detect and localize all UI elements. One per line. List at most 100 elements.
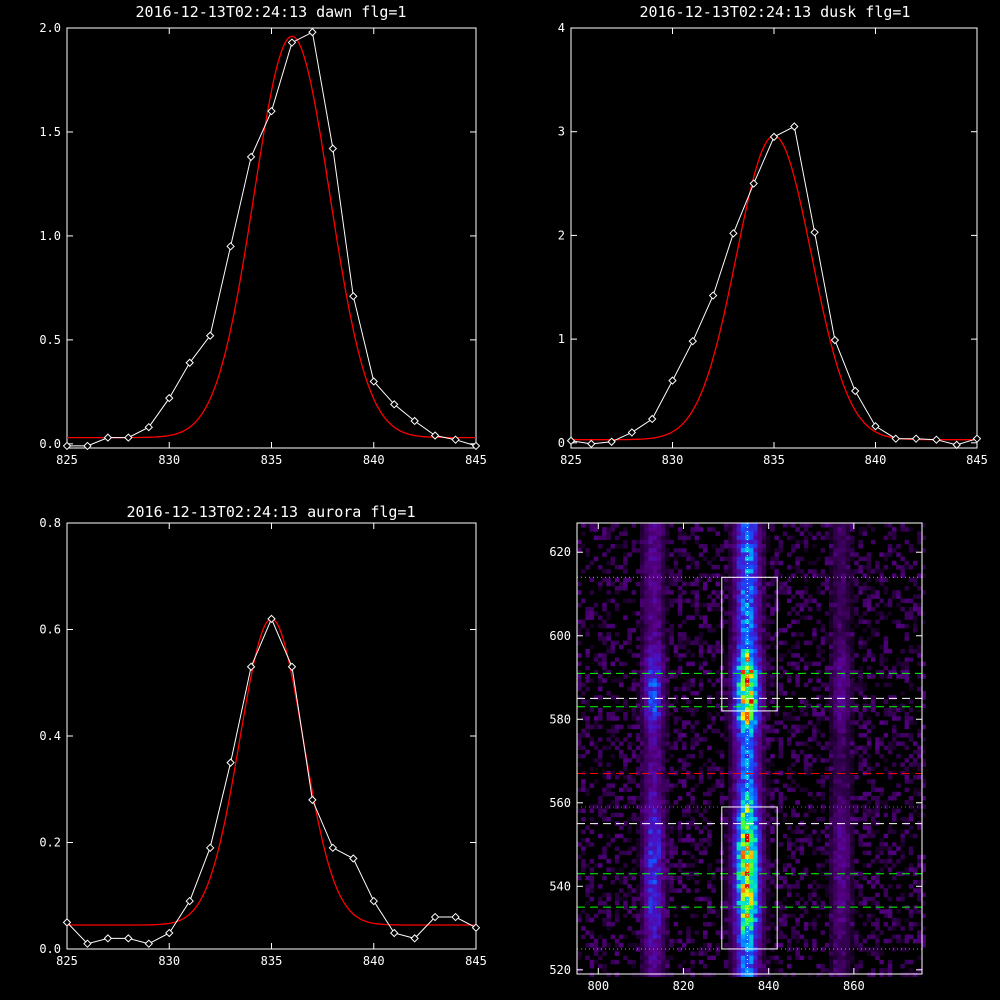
- heatmap-cell: [833, 598, 838, 604]
- heatmap-cell: [875, 850, 880, 856]
- heatmap-cell: [766, 636, 771, 641]
- dawn-x-tick-label: 840: [363, 453, 385, 467]
- heatmap-cell: [858, 934, 863, 940]
- heatmap-cell: [845, 770, 851, 776]
- heatmap-cell: [644, 611, 649, 616]
- heatmap-cell: [917, 594, 922, 599]
- heatmap-cell: [740, 917, 746, 923]
- heatmap-cell: [824, 535, 830, 541]
- heatmap-cell: [614, 607, 620, 612]
- heatmap-cell: [829, 716, 834, 721]
- heatmap-cell: [614, 951, 620, 956]
- heatmap-cell: [850, 586, 855, 591]
- heatmap-cell: [879, 947, 884, 952]
- heatmap-cell: [900, 838, 905, 843]
- heatmap-cell: [761, 644, 767, 650]
- heatmap-cell: [665, 817, 670, 822]
- heatmap-cell: [602, 527, 607, 532]
- heatmap-cell: [686, 556, 691, 562]
- heatmap-cell: [728, 623, 733, 629]
- heatmap-cell: [728, 846, 733, 851]
- heatmap-cell: [644, 531, 649, 536]
- heatmap-cell: [829, 775, 834, 780]
- heatmap-cell: [648, 796, 653, 801]
- heatmap-cell: [787, 888, 792, 893]
- heatmap-cell: [656, 745, 662, 751]
- heatmap-cell: [829, 556, 834, 562]
- heatmap-cell: [661, 527, 666, 532]
- heatmap-cell: [799, 787, 805, 793]
- heatmap-cell: [656, 607, 662, 612]
- heatmap-cell: [858, 565, 863, 570]
- heatmap-cell: [753, 930, 758, 935]
- heatmap-cell: [644, 682, 649, 688]
- heatmap-cell: [757, 955, 763, 961]
- heatmap-cell: [627, 838, 632, 843]
- heatmap-cell: [778, 913, 784, 919]
- heatmap-cell: [640, 565, 645, 570]
- heatmap-cell: [732, 619, 737, 625]
- heatmap-cell: [644, 695, 649, 700]
- heatmap-cell: [921, 548, 926, 553]
- heatmap-cell: [732, 829, 737, 835]
- heatmap-cell: [644, 896, 649, 902]
- heatmap-cell: [656, 573, 662, 578]
- heatmap-cell: [673, 560, 679, 566]
- aurora-x-tick-label: 825: [56, 954, 78, 968]
- heatmap-cell: [913, 607, 918, 612]
- heatmap-cell: [740, 749, 746, 755]
- heatmap-cell: [782, 922, 788, 927]
- heatmap-cell: [644, 964, 649, 969]
- heatmap-cell: [589, 808, 595, 814]
- heatmap-cell: [610, 523, 616, 528]
- heatmap-cell: [799, 728, 805, 734]
- heatmap-cell: [921, 749, 926, 755]
- heatmap-cell: [875, 577, 880, 583]
- heatmap-cell: [719, 733, 725, 738]
- heatmap-cell: [623, 556, 628, 562]
- heatmap-cell: [816, 653, 821, 658]
- heatmap-cell: [917, 531, 922, 536]
- heatmap-cell: [619, 565, 624, 570]
- heatmap-cell: [682, 758, 687, 763]
- heatmap-cell: [837, 653, 842, 658]
- heatmap-cell: [656, 661, 662, 667]
- heatmap-cell: [703, 850, 708, 856]
- heatmap-cell: [753, 926, 758, 931]
- heatmap-cell: [640, 556, 645, 562]
- heatmap-cell: [833, 636, 838, 641]
- heatmap-cell: [824, 913, 830, 919]
- heatmap-cell: [787, 712, 792, 717]
- heatmap-cell: [698, 779, 704, 784]
- heatmap-cell: [795, 665, 800, 671]
- heatmap-cell: [753, 590, 758, 595]
- heatmap-cell: [862, 581, 868, 587]
- heatmap-cell: [593, 913, 599, 919]
- heatmap-cell: [694, 880, 700, 885]
- heatmap-cell: [921, 661, 926, 667]
- heatmap-cell: [640, 804, 645, 809]
- heatmap-cell: [606, 548, 611, 553]
- heatmap-cell: [614, 917, 620, 923]
- heatmap-cell: [724, 917, 729, 923]
- heatmap-cell: [761, 930, 767, 935]
- heatmap-cell: [871, 922, 876, 927]
- heatmap-cell: [724, 812, 729, 818]
- heatmap-cell: [711, 909, 716, 914]
- heatmap-cell: [728, 951, 733, 956]
- heatmap-cell: [661, 640, 666, 646]
- heatmap-cell: [740, 548, 746, 553]
- heatmap-cell: [816, 884, 821, 889]
- heatmap-cell: [845, 783, 851, 788]
- heatmap-cell: [824, 577, 830, 583]
- heatmap-cell: [824, 833, 830, 839]
- heatmap-cell: [761, 695, 767, 700]
- heatmap-cell: [635, 670, 641, 675]
- heatmap-cell: [656, 817, 662, 822]
- heatmap-cell: [833, 703, 838, 709]
- heatmap-cell: [606, 691, 611, 696]
- heatmap-cell: [635, 686, 641, 692]
- heatmap-cell: [740, 833, 746, 839]
- heatmap-cell: [766, 745, 771, 751]
- heatmap-cell: [627, 649, 632, 654]
